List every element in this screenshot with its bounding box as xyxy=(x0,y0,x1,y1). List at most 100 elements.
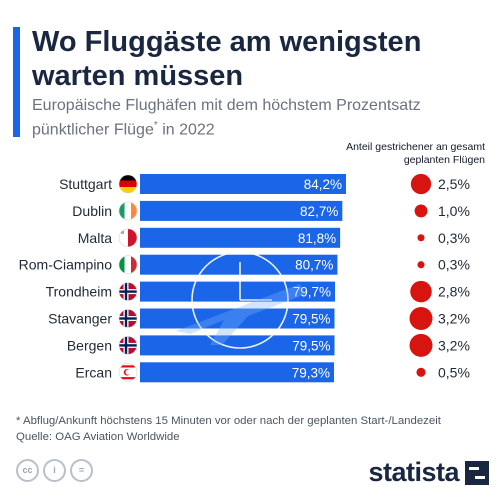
flag-stripe xyxy=(119,365,137,368)
no-derivatives-icon[interactable]: = xyxy=(70,459,93,482)
flag-outline xyxy=(118,362,138,382)
cancelled-dot xyxy=(417,261,425,269)
category-label: Dublin xyxy=(72,203,112,219)
bar xyxy=(140,335,335,356)
chart-title: Wo Fluggäste am wenigsten warten müssen xyxy=(32,26,422,92)
flag-stripe xyxy=(119,228,128,247)
malta-flag-icon xyxy=(118,228,138,248)
chart-footer: * Abflug/Ankunft höchstens 15 Minuten vo… xyxy=(16,413,491,445)
bar xyxy=(140,362,335,383)
flag-stripe xyxy=(119,377,137,380)
license-icons: cc i = xyxy=(16,459,93,482)
flag-stripe xyxy=(131,255,137,274)
cancelled-value-label: 2,5% xyxy=(438,176,470,192)
flag-stripe xyxy=(119,187,137,193)
flag-cross xyxy=(119,317,137,320)
cancelled-dot xyxy=(410,173,432,195)
flag-cross xyxy=(124,309,128,328)
source-note: Quelle: OAG Aviation Worldwide xyxy=(16,431,180,443)
bar-chart: Stuttgart 84,2% 2,5% Dublin 82,7% 1,0% Malta 81… xyxy=(19,173,470,383)
cancelled-dot xyxy=(414,204,428,218)
statista-logo[interactable]: statista xyxy=(368,457,489,488)
flag-body xyxy=(119,228,137,247)
flag-outline xyxy=(118,255,138,275)
chart-rows: Stuttgart 84,2% 2,5% Dublin 82,7% 1,0% Malta 81… xyxy=(19,173,470,383)
cancelled-value-label: 0,3% xyxy=(438,257,470,273)
cancelled-value-label: 3,2% xyxy=(438,337,470,353)
flag-outline xyxy=(118,228,138,248)
bar xyxy=(140,254,338,275)
chart-subtitle: Europäische Flughäfen mit dem höchstem P… xyxy=(32,96,482,140)
attribution-icon[interactable]: i xyxy=(43,459,66,482)
title-accent-bar xyxy=(13,27,20,137)
flag-cross xyxy=(119,290,137,293)
flag-stripe xyxy=(128,228,137,247)
bar-value-label: 79,5% xyxy=(292,312,330,327)
flag-outline xyxy=(118,309,138,328)
flag-outline xyxy=(118,336,138,355)
flag-stripe xyxy=(119,255,125,274)
bar-value-label: 79,7% xyxy=(293,285,331,300)
flag-stripe xyxy=(119,201,125,220)
flag-outline xyxy=(118,282,138,301)
bar-value-label: 81,8% xyxy=(298,231,336,246)
subtitle-text: Europäische Flughäfen mit dem höchstem P… xyxy=(32,97,421,139)
bar xyxy=(140,174,346,194)
flag-crescent xyxy=(125,369,131,375)
cancelled-dot xyxy=(409,307,433,330)
category-label: Trondheim xyxy=(46,284,112,300)
norway-flag-icon xyxy=(118,336,138,355)
flag-stripe xyxy=(124,201,132,220)
bar-value-label: 84,2% xyxy=(304,177,342,192)
germany-flag-icon xyxy=(118,174,138,194)
bar xyxy=(140,200,343,221)
flag-body xyxy=(119,309,137,328)
cancelled-value-label: 0,5% xyxy=(438,364,470,380)
subtitle-footnote-mark: * xyxy=(153,120,158,131)
category-label: Stuttgart xyxy=(59,176,112,192)
cancelled-column-header: Anteil gestrichener an gesamt geplanten … xyxy=(346,141,485,166)
flag-stripe xyxy=(124,255,132,274)
bar-value-label: 79,5% xyxy=(292,338,330,353)
norway-flag-icon xyxy=(118,282,138,301)
flag-body xyxy=(119,336,137,355)
cancelled-dot xyxy=(417,234,425,242)
flag-body xyxy=(119,201,137,220)
cancelled-dot xyxy=(416,367,426,377)
subtitle-tail: in 2022 xyxy=(157,121,215,139)
flag-outline xyxy=(118,174,138,194)
ireland-flag-icon xyxy=(118,201,138,221)
flag-body xyxy=(119,363,137,382)
category-label: Ercan xyxy=(75,364,112,380)
flag-cross xyxy=(124,336,128,355)
bar xyxy=(140,227,341,248)
flag-cross xyxy=(119,344,137,347)
flag-body xyxy=(119,175,137,193)
category-label: Bergen xyxy=(67,337,112,353)
bar-value-label: 80,7% xyxy=(295,258,333,273)
italy-flag-icon xyxy=(118,255,138,275)
category-label: Rom-Ciampino xyxy=(19,257,113,273)
flag-stripe xyxy=(119,175,137,181)
flag-stripe xyxy=(131,201,137,220)
category-label: Stavanger xyxy=(48,311,112,327)
bar-value-label: 79,3% xyxy=(292,365,330,380)
flag-cross xyxy=(121,230,124,234)
norway-flag-icon xyxy=(118,309,138,328)
cancelled-value-label: 0,3% xyxy=(438,230,470,246)
flag-outline xyxy=(118,201,138,221)
cancelled-value-label: 2,8% xyxy=(438,284,470,300)
creative-commons-icon[interactable]: cc xyxy=(16,459,39,482)
flag-cross xyxy=(124,282,128,301)
flag-stripe xyxy=(119,180,137,188)
cancelled-dot xyxy=(410,280,432,303)
clock-plane-watermark xyxy=(176,251,306,349)
cancelled-dot xyxy=(409,333,433,357)
footnote: * Abflug/Ankunft höchstens 15 Minuten vo… xyxy=(16,415,441,427)
flag-body xyxy=(119,282,137,301)
flag-body xyxy=(119,255,137,274)
north-cyprus-flag-icon xyxy=(118,362,138,382)
bar-value-label: 82,7% xyxy=(300,204,338,219)
statista-logo-icon xyxy=(465,460,489,485)
category-label: Malta xyxy=(78,230,112,246)
